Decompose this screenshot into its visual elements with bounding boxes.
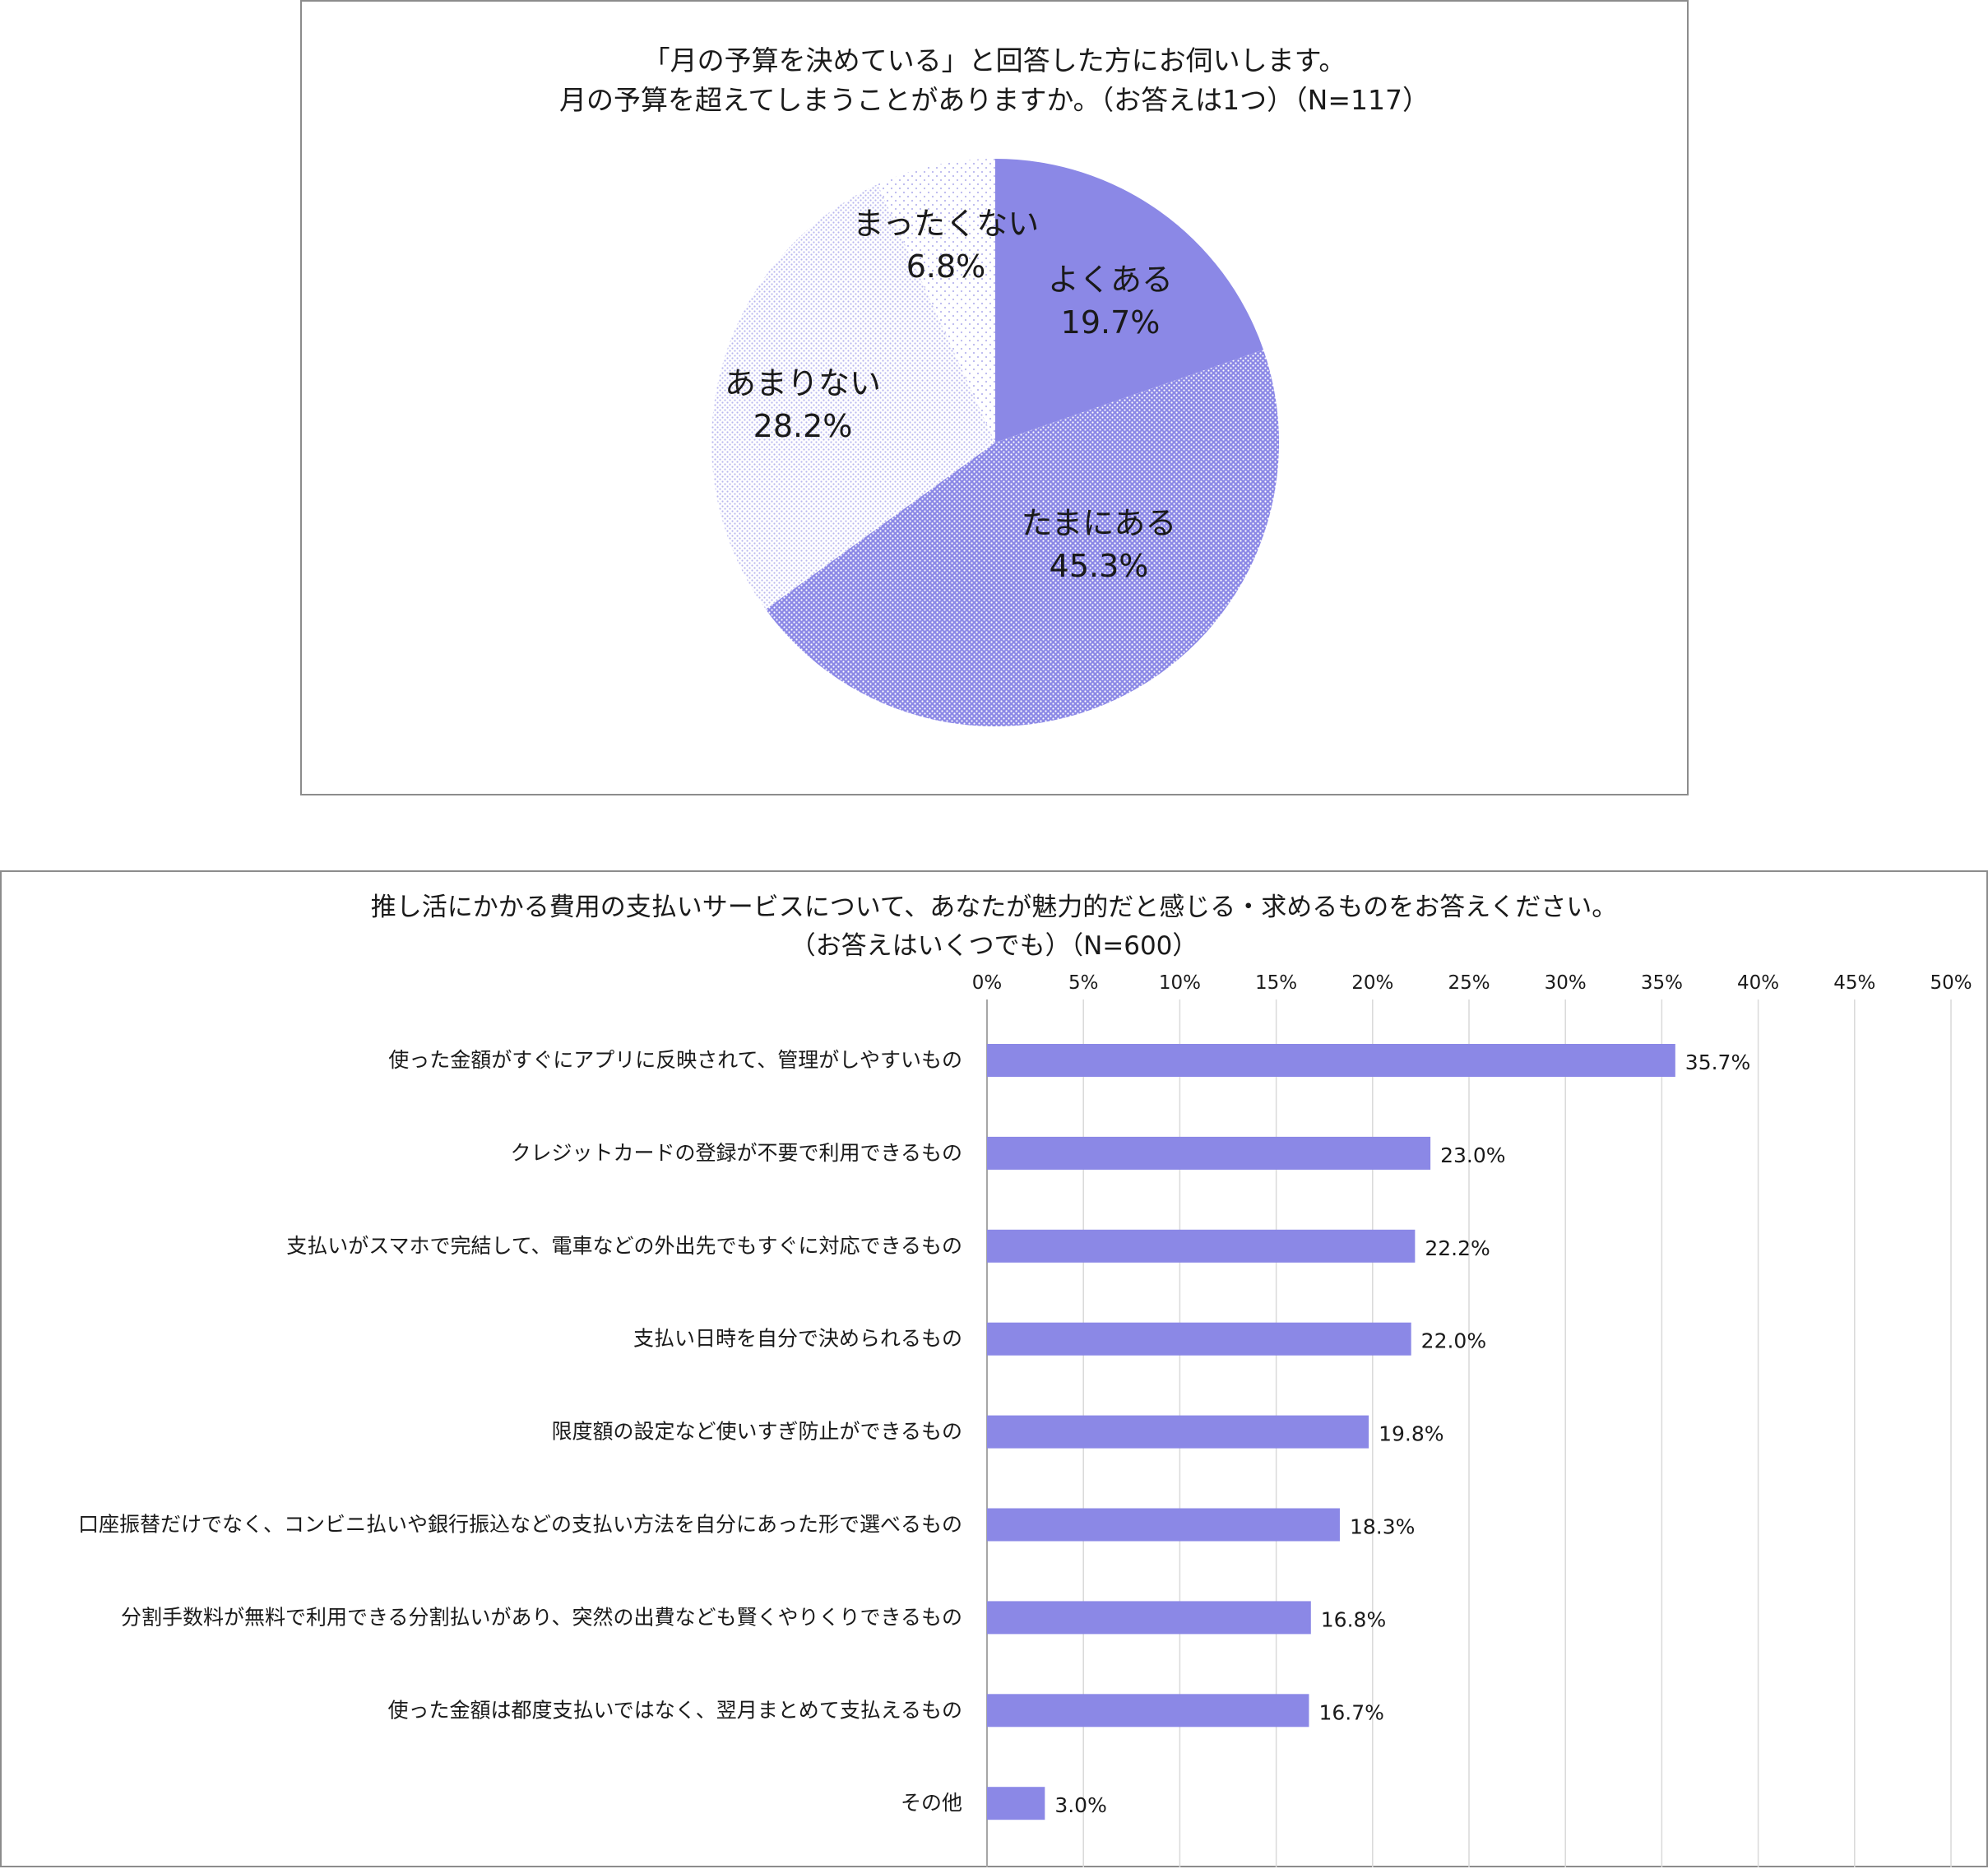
category-label: その他: [901, 1791, 962, 1815]
pie-title-line-1: 「月の予算を決めている」と回答した方にお伺いします。: [642, 44, 1346, 77]
x-tick-label: 15%: [1255, 972, 1297, 994]
bar-value-label: 3.0%: [1054, 1793, 1107, 1817]
bar-chart: 0% 5% 10% 15% 20% 25% 30% 35% 40% 45% 50% 使った金額がすぐに…: [78, 972, 1972, 1867]
pie-title-line-2: 月の予算を超えてしまうことがありますか。（お答えは1つ）（N=117）: [558, 84, 1430, 116]
x-tick-label: 10%: [1159, 972, 1201, 994]
x-tick-label: 35%: [1641, 972, 1683, 994]
bar-value-label: 16.7%: [1318, 1700, 1383, 1724]
pie-value-mattakunai: 6.8%: [906, 248, 986, 285]
pie-slice-amarinai: [711, 184, 995, 610]
pie-chart: よくある 19.7% たまにある 45.3% あまりない 28.2% まったくない 6.8%: [711, 159, 1280, 727]
category-label: 使った金額がすぐにアプリに反映されて、管理がしやすいもの: [388, 1048, 962, 1072]
pie-chart-title: 「月の予算を決めている」と回答した方にお伺いします。 月の予算を超えてしまうこと…: [302, 41, 1687, 120]
bar: [987, 1322, 1411, 1356]
x-tick-label: 20%: [1351, 972, 1393, 994]
bar: [987, 1694, 1309, 1728]
pie-slice-mattakunai: [878, 159, 995, 443]
bar-title-line-1: 推し活にかかる費用の支払いサービスについて、あなたが魅力的だと感じる・求めるもの…: [370, 893, 1618, 922]
pie-slice-yokuaru: [995, 159, 1264, 443]
bar-chart-title: 推し活にかかる費用の支払いサービスについて、あなたが魅力的だと感じる・求めるもの…: [2, 888, 1986, 966]
pie-label-tamaniaru: たまにある: [1022, 505, 1177, 541]
bar: [987, 1229, 1416, 1263]
bar-title-line-2: （お答えはいくつでも）（N=600）: [790, 931, 1198, 961]
bar: [987, 1415, 1369, 1449]
x-tick-label: 50%: [1930, 972, 1972, 994]
x-tick-label: 30%: [1545, 972, 1587, 994]
bar-value-label: 22.2%: [1425, 1236, 1490, 1260]
bar: [987, 1044, 1675, 1077]
pie-label-amarinai: あまりない: [725, 365, 881, 401]
category-label: 限度額の設定など使いすぎ防止ができるもの: [551, 1420, 962, 1444]
pie-slice-tamaniaru: [765, 350, 1280, 727]
bar-value-label: 19.8%: [1379, 1422, 1444, 1446]
x-tick-label: 40%: [1737, 972, 1779, 994]
pie-label-mattakunai: まったくない: [853, 206, 1039, 242]
x-tick-label: 45%: [1833, 972, 1875, 994]
bar-value-label: 23.0%: [1440, 1143, 1505, 1167]
bar: [987, 1508, 1340, 1542]
bar-value-label: 35.7%: [1685, 1050, 1750, 1074]
bar-chart-panel: 推し活にかかる費用の支払いサービスについて、あなたが魅力的だと感じる・求めるもの…: [0, 870, 1988, 1867]
pie-value-amarinai: 28.2%: [753, 408, 853, 444]
category-label: 使った金額は都度支払いではなく、翌月まとめて支払えるもの: [387, 1698, 962, 1722]
pie-label-yokuaru: よくある: [1048, 262, 1173, 298]
category-label: 分割手数料が無料で利用できる分割払いがあり、突然の出費なども賢くやりくりできるも…: [121, 1605, 962, 1629]
category-label: 支払い日時を自分で決められるもの: [633, 1327, 962, 1351]
category-label: 口座振替だけでなく、コンビニ払いや銀行振込などの支払い方法を自分にあった形で選べ…: [78, 1513, 962, 1537]
x-tick-label: 0%: [972, 972, 1003, 994]
bar-value-label: 18.3%: [1350, 1515, 1415, 1539]
pie-value-tamaniaru: 45.3%: [1050, 548, 1149, 584]
x-tick-label: 5%: [1068, 972, 1099, 994]
pie-value-yokuaru: 19.7%: [1061, 304, 1161, 341]
bar-value-label: 16.8%: [1321, 1607, 1386, 1631]
bar: [987, 1136, 1431, 1170]
pie-chart-panel: 「月の予算を決めている」と回答した方にお伺いします。 月の予算を超えてしまうこと…: [300, 0, 1689, 795]
bar: [987, 1787, 1045, 1820]
category-label: クレジットカードの登録が不要で利用できるもの: [510, 1141, 962, 1165]
bar: [987, 1601, 1311, 1635]
x-tick-label: 25%: [1448, 972, 1490, 994]
category-label: 支払いがスマホで完結して、電車などの外出先でもすぐに対応できるもの: [286, 1234, 962, 1258]
bar-value-label: 22.0%: [1421, 1329, 1486, 1353]
